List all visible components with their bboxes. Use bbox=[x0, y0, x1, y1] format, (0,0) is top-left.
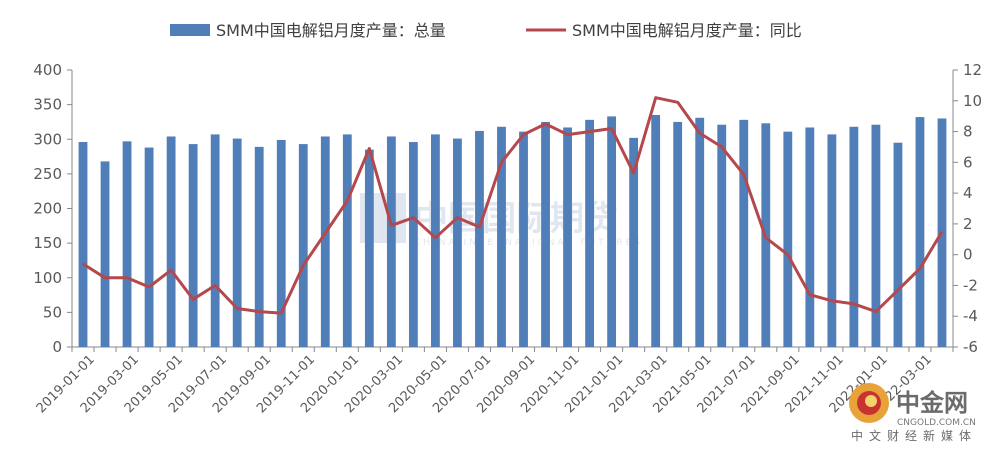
bar bbox=[453, 138, 462, 347]
bar bbox=[342, 134, 352, 347]
bar bbox=[188, 144, 198, 347]
watermark-cn-text: 中国国际期货 bbox=[414, 199, 618, 239]
y-left-tick-label: 100 bbox=[33, 269, 62, 287]
bar bbox=[651, 115, 661, 347]
bar bbox=[497, 126, 506, 347]
bar bbox=[364, 149, 374, 347]
y-right-tick-label: 2 bbox=[963, 215, 973, 233]
legend-bar-swatch bbox=[170, 24, 210, 36]
bar bbox=[563, 127, 572, 347]
bar bbox=[695, 117, 705, 347]
bar bbox=[849, 126, 859, 347]
bar bbox=[585, 119, 594, 347]
y-left-tick-label: 250 bbox=[33, 165, 62, 183]
bar bbox=[276, 139, 286, 347]
y-right-tick-label: -2 bbox=[963, 276, 978, 294]
bar bbox=[408, 142, 418, 347]
bar bbox=[827, 134, 837, 347]
bar bbox=[320, 136, 330, 347]
bar bbox=[519, 131, 528, 347]
cngold-tagline: 中文财经新媒体 bbox=[851, 428, 977, 443]
bar bbox=[144, 147, 154, 347]
y-right-tick-label: 4 bbox=[963, 184, 973, 202]
bar bbox=[805, 127, 815, 347]
y-left-tick-label: 400 bbox=[33, 61, 62, 79]
cngold-name: 中金网 bbox=[896, 389, 968, 417]
cngold-url: CNGOLD.COM.CN bbox=[897, 418, 976, 428]
y-left-tick-label: 0 bbox=[52, 338, 62, 356]
bar bbox=[386, 136, 396, 347]
y-right-tick-label: 8 bbox=[963, 123, 973, 141]
bar bbox=[915, 117, 925, 347]
cngold-logo-core-icon bbox=[865, 395, 877, 407]
y-left-tick-label: 50 bbox=[43, 303, 62, 321]
bar bbox=[475, 130, 484, 347]
y-right-tick-label: 10 bbox=[963, 92, 982, 110]
bar bbox=[100, 161, 110, 347]
bar bbox=[783, 131, 793, 347]
bar bbox=[629, 137, 639, 347]
y-left-tick-label: 150 bbox=[33, 234, 62, 252]
legend-bar-label: SMM中国电解铝月度产量：总量 bbox=[216, 21, 446, 40]
bar bbox=[739, 119, 749, 347]
yoy-line bbox=[82, 96, 944, 315]
legend-line-label: SMM中国电解铝月度产量：同比 bbox=[572, 21, 802, 40]
legend: SMM中国电解铝月度产量：总量 SMM中国电解铝月度产量：同比 bbox=[170, 21, 802, 40]
bar bbox=[893, 142, 903, 347]
y-right-tick-label: -6 bbox=[963, 338, 978, 356]
bar bbox=[78, 142, 88, 347]
y-right-tick-label: -4 bbox=[963, 307, 978, 325]
y-right-tick-label: 0 bbox=[963, 246, 973, 264]
bar bbox=[254, 146, 264, 347]
y-right-tick-label: 12 bbox=[963, 61, 982, 79]
bar bbox=[607, 116, 617, 348]
bar bbox=[717, 124, 727, 348]
y-left-tick-label: 300 bbox=[33, 130, 62, 148]
bar bbox=[122, 141, 132, 347]
bar bbox=[673, 121, 683, 347]
bar bbox=[166, 136, 176, 347]
corner-watermark: 中金网 CNGOLD.COM.CN 中文财经新媒体 bbox=[849, 383, 977, 443]
bar bbox=[210, 134, 220, 347]
bar bbox=[298, 144, 308, 347]
y-left-tick-label: 200 bbox=[33, 200, 62, 218]
bar bbox=[431, 134, 440, 347]
bar bbox=[541, 121, 550, 347]
bar bbox=[871, 124, 881, 348]
y-right-tick-label: 6 bbox=[963, 153, 973, 171]
bar bbox=[232, 138, 242, 347]
y-left-tick-label: 350 bbox=[33, 96, 62, 114]
